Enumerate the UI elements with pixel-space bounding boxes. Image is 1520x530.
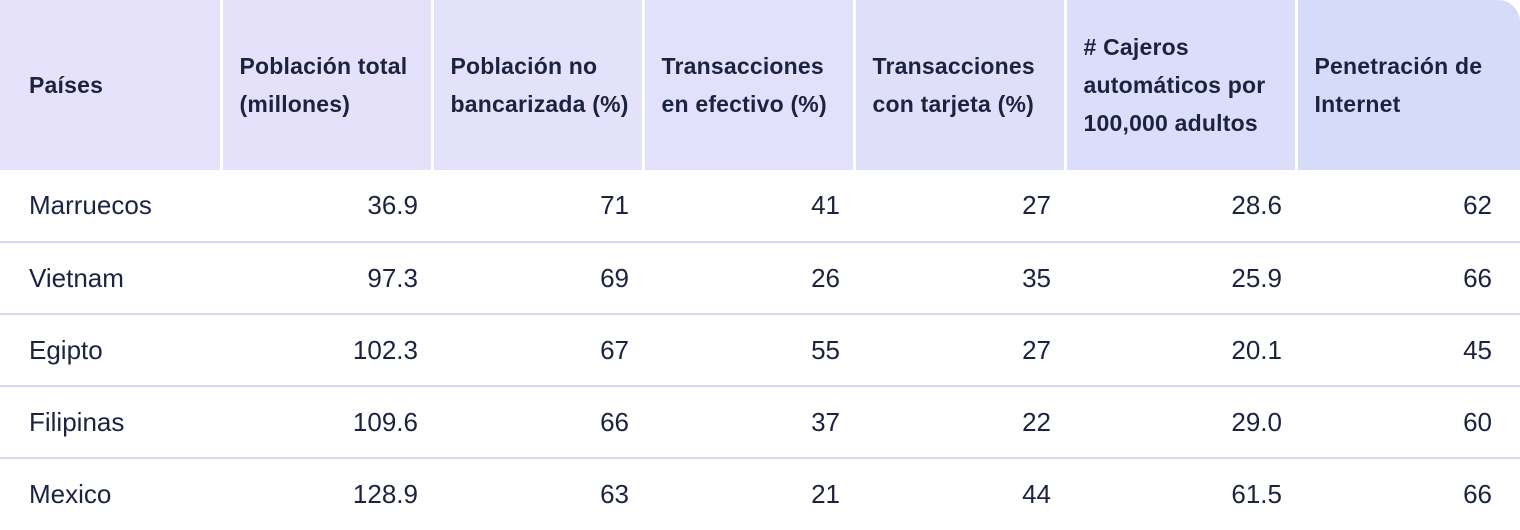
cell-tarjeta: 35 bbox=[854, 241, 1065, 314]
cell-poblacion-total: 36.9 bbox=[367, 190, 418, 220]
cell-efectivo: 55 bbox=[643, 313, 854, 386]
header-transacciones-tarjeta: Transacciones con tarjeta (%) bbox=[852, 0, 1065, 170]
cell-country: Filipinas bbox=[0, 385, 221, 458]
cell-tarjeta: 22 bbox=[854, 385, 1065, 458]
cell-cajeros: 28.6 bbox=[1231, 190, 1282, 220]
table-row: Mexico 128.9 63 21 44 61.5 66 bbox=[0, 457, 1520, 530]
cell-no-bancarizada: 66 bbox=[432, 385, 643, 458]
cell-cajeros: 61.5 bbox=[1065, 457, 1296, 530]
table-row: Marruecos 36.9 71 41 27 28.6 62 bbox=[0, 170, 1520, 242]
header-poblacion-no-bancarizada: Población no bancarizada (%) bbox=[430, 0, 643, 170]
cell-internet: 45 bbox=[1296, 313, 1520, 386]
cell-efectivo: 37 bbox=[643, 385, 854, 458]
cell-efectivo: 21 bbox=[643, 457, 854, 530]
cell-poblacion-total: 102.3 bbox=[221, 313, 432, 386]
cell-country: Marruecos bbox=[29, 190, 152, 220]
table-header: Países Población total (millones) Poblac… bbox=[0, 0, 1520, 170]
header-row: Países Población total (millones) Poblac… bbox=[0, 0, 1520, 170]
cell-cajeros: 25.9 bbox=[1065, 241, 1296, 314]
cell-poblacion-total: 128.9 bbox=[221, 457, 432, 530]
cell-internet: 60 bbox=[1296, 385, 1520, 458]
cell-no-bancarizada: 67 bbox=[432, 313, 643, 386]
header-cajeros-automaticos: # Cajeros automáticos por 100,000 adulto… bbox=[1063, 0, 1296, 170]
cell-country: Vietnam bbox=[0, 241, 221, 314]
cell-country: Mexico bbox=[0, 457, 221, 530]
cell-cajeros: 20.1 bbox=[1065, 313, 1296, 386]
cell-tarjeta: 27 bbox=[854, 313, 1065, 386]
cell-tarjeta: 27 bbox=[1022, 190, 1051, 220]
table-row: Filipinas 109.6 66 37 22 29.0 60 bbox=[0, 385, 1520, 458]
header-penetracion-internet: Penetración de Internet bbox=[1294, 0, 1520, 170]
cell-efectivo: 41 bbox=[811, 190, 840, 220]
table-row: Vietnam 97.3 69 26 35 25.9 66 bbox=[0, 241, 1520, 314]
cell-internet: 62 bbox=[1463, 190, 1492, 220]
cell-efectivo: 26 bbox=[643, 241, 854, 314]
cell-poblacion-total: 97.3 bbox=[221, 241, 432, 314]
cell-internet: 66 bbox=[1296, 241, 1520, 314]
cell-internet: 66 bbox=[1296, 457, 1520, 530]
cell-no-bancarizada: 71 bbox=[600, 190, 629, 220]
header-paises: Países bbox=[0, 0, 221, 170]
cell-tarjeta: 44 bbox=[854, 457, 1065, 530]
cell-poblacion-total: 109.6 bbox=[221, 385, 432, 458]
table-body: Marruecos 36.9 71 41 27 28.6 62 Vietnam … bbox=[0, 170, 1520, 530]
header-poblacion-total: Población total (millones) bbox=[219, 0, 432, 170]
table-row: Egipto 102.3 67 55 27 20.1 45 bbox=[0, 313, 1520, 386]
cell-country: Egipto bbox=[0, 313, 221, 386]
cell-no-bancarizada: 63 bbox=[432, 457, 643, 530]
cell-no-bancarizada: 69 bbox=[432, 241, 643, 314]
cell-cajeros: 29.0 bbox=[1065, 385, 1296, 458]
header-transacciones-efectivo: Transacciones en efectivo (%) bbox=[641, 0, 854, 170]
